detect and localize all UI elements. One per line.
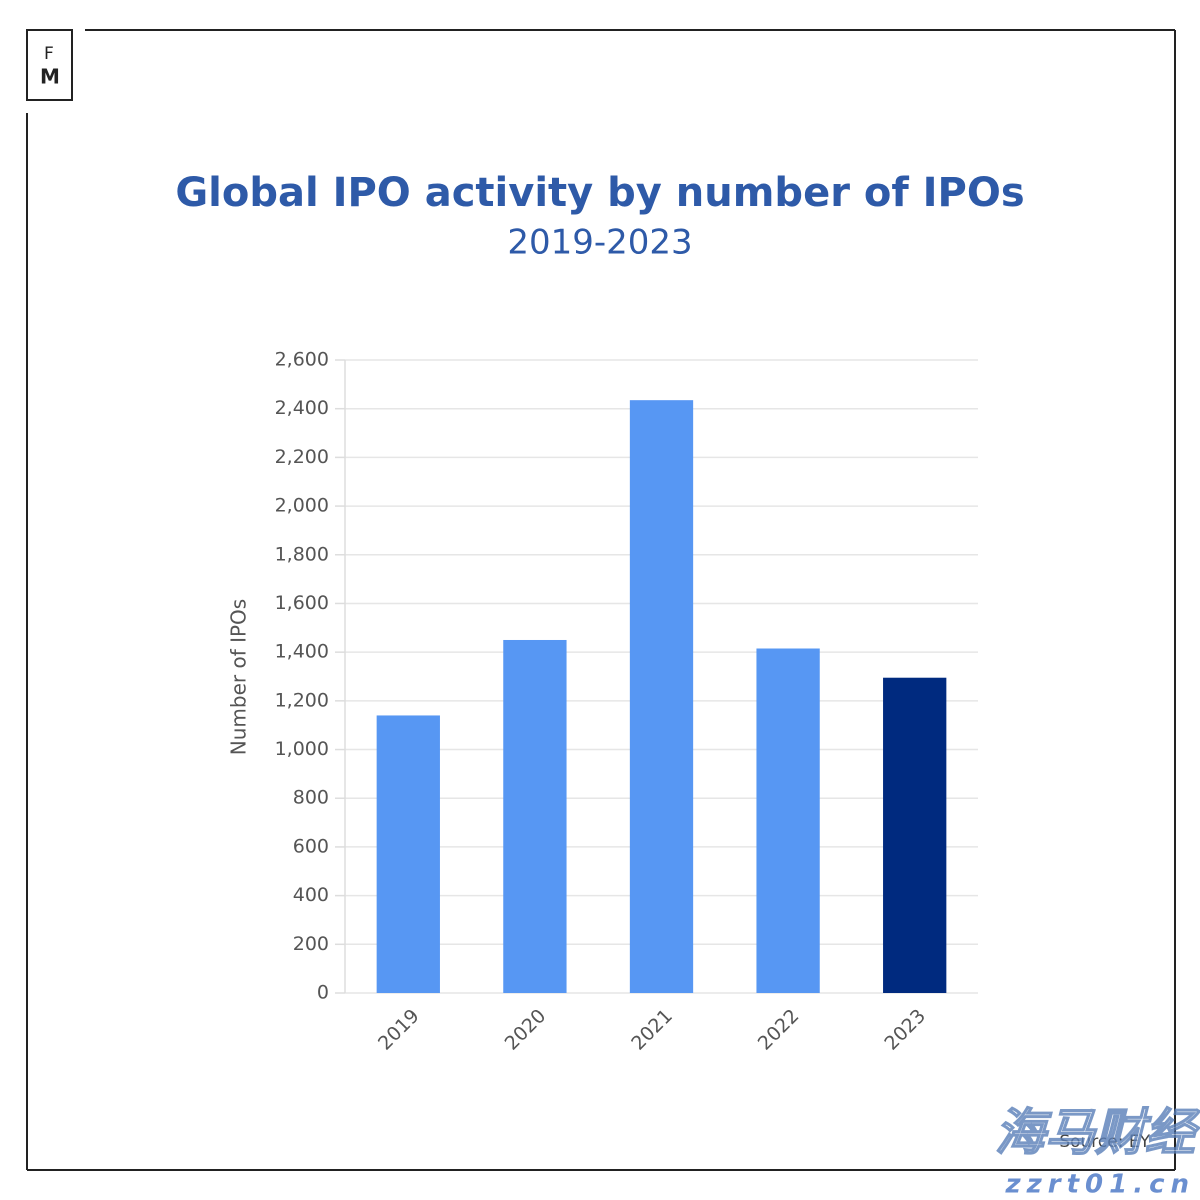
logo-box [26, 29, 73, 101]
logo-text: M [40, 65, 60, 89]
x-tick-label: 2019 [374, 1005, 424, 1055]
watermark: 海马财经 [995, 1104, 1200, 1162]
logo-text: F [44, 44, 54, 64]
y-tick-label: 1,000 [275, 738, 329, 760]
y-tick-label: 1,800 [275, 543, 329, 565]
y-axis-label: Number of IPOs [227, 599, 251, 755]
y-tick-label: 1,200 [275, 689, 329, 711]
y-tick-label: 2,600 [275, 349, 329, 371]
x-tick-label: 2021 [627, 1005, 677, 1055]
y-tick-label: 400 [293, 884, 329, 906]
x-tick-label: 2023 [880, 1005, 930, 1055]
y-tick-label: 2,400 [275, 397, 329, 419]
watermark: zzrt01.cn [1005, 1170, 1196, 1200]
bar [629, 400, 694, 993]
y-tick-label: 600 [293, 835, 329, 857]
y-tick-label: 2,000 [275, 495, 329, 517]
x-tick-label: 2022 [754, 1005, 804, 1055]
chart-title: Global IPO activity by number of IPOs [175, 170, 1024, 216]
y-tick-label: 0 [317, 982, 329, 1004]
y-tick-label: 800 [293, 787, 329, 809]
x-tick-label: 2020 [501, 1005, 551, 1055]
bar [756, 648, 820, 993]
y-tick-label: 1,600 [275, 592, 329, 614]
bar [503, 639, 567, 993]
y-tick-label: 1,400 [275, 641, 329, 663]
y-tick-label: 2,200 [275, 446, 329, 468]
bar [883, 677, 947, 993]
chart-subtitle: 2019-2023 [507, 223, 692, 263]
y-tick-label: 200 [293, 933, 329, 955]
bar [376, 715, 440, 993]
source: Source: EY [1059, 1132, 1150, 1152]
